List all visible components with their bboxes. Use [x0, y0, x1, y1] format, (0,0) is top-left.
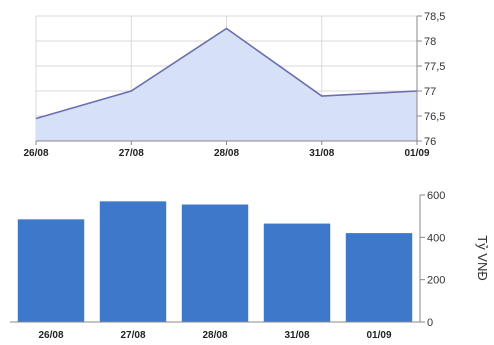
bottom-y-axis-title: Tỷ VNĐ [475, 235, 490, 281]
bottom-y-tick-labels: 0 200 400 600 [420, 190, 445, 329]
top-y-tick-label: 76,5 [424, 111, 445, 123]
top-x-tick-label: 01/09 [404, 148, 429, 159]
top-x-tick-label: 26/08 [23, 148, 48, 159]
top-x-tick-labels: 26/08 27/08 28/08 31/08 01/09 [23, 141, 430, 159]
top-y-tick-label: 77,5 [424, 61, 445, 73]
bottom-y-tick-label: 0 [427, 317, 433, 329]
bottom-x-tick-label: 28/08 [202, 330, 227, 341]
top-x-tick-label: 27/08 [119, 148, 144, 159]
price-area-chart: 76 76,5 77 77,5 78 78,5 26/08 27/08 28/08 31/08 0… [23, 11, 445, 159]
top-y-tick-label: 78 [424, 36, 436, 48]
bottom-y-tick-label: 600 [427, 190, 445, 202]
bottom-x-tick-labels: 26/08 27/08 28/08 31/08 01/09 [38, 330, 391, 341]
bottom-x-tick-label: 31/08 [284, 330, 309, 341]
volume-bar [181, 204, 249, 322]
volume-bar [17, 219, 85, 322]
top-y-tick-label: 76 [424, 136, 436, 148]
price-area-fill [36, 28, 417, 141]
top-y-tick-labels: 76 76,5 77 77,5 78 78,5 [417, 11, 445, 148]
top-y-tick-label: 77 [424, 86, 436, 98]
top-x-tick-label: 28/08 [214, 148, 239, 159]
price-line [35, 27, 418, 120]
bottom-y-tick-label: 400 [427, 232, 445, 244]
volume-bar [345, 233, 413, 322]
bottom-y-tick-label: 200 [427, 275, 445, 287]
volume-bar [99, 201, 167, 322]
bottom-x-tick-label: 27/08 [120, 330, 145, 341]
volume-bar-chart: 0 200 400 600 26/08 27/08 28/08 31/08 01/09 Tỷ … [10, 190, 490, 341]
bottom-x-tick-label: 01/09 [366, 330, 391, 341]
volume-bars [17, 201, 413, 322]
bottom-x-tick-label: 26/08 [38, 330, 63, 341]
top-y-tick-label: 78,5 [424, 11, 445, 23]
volume-bar [263, 223, 331, 322]
top-x-tick-label: 31/08 [309, 148, 334, 159]
